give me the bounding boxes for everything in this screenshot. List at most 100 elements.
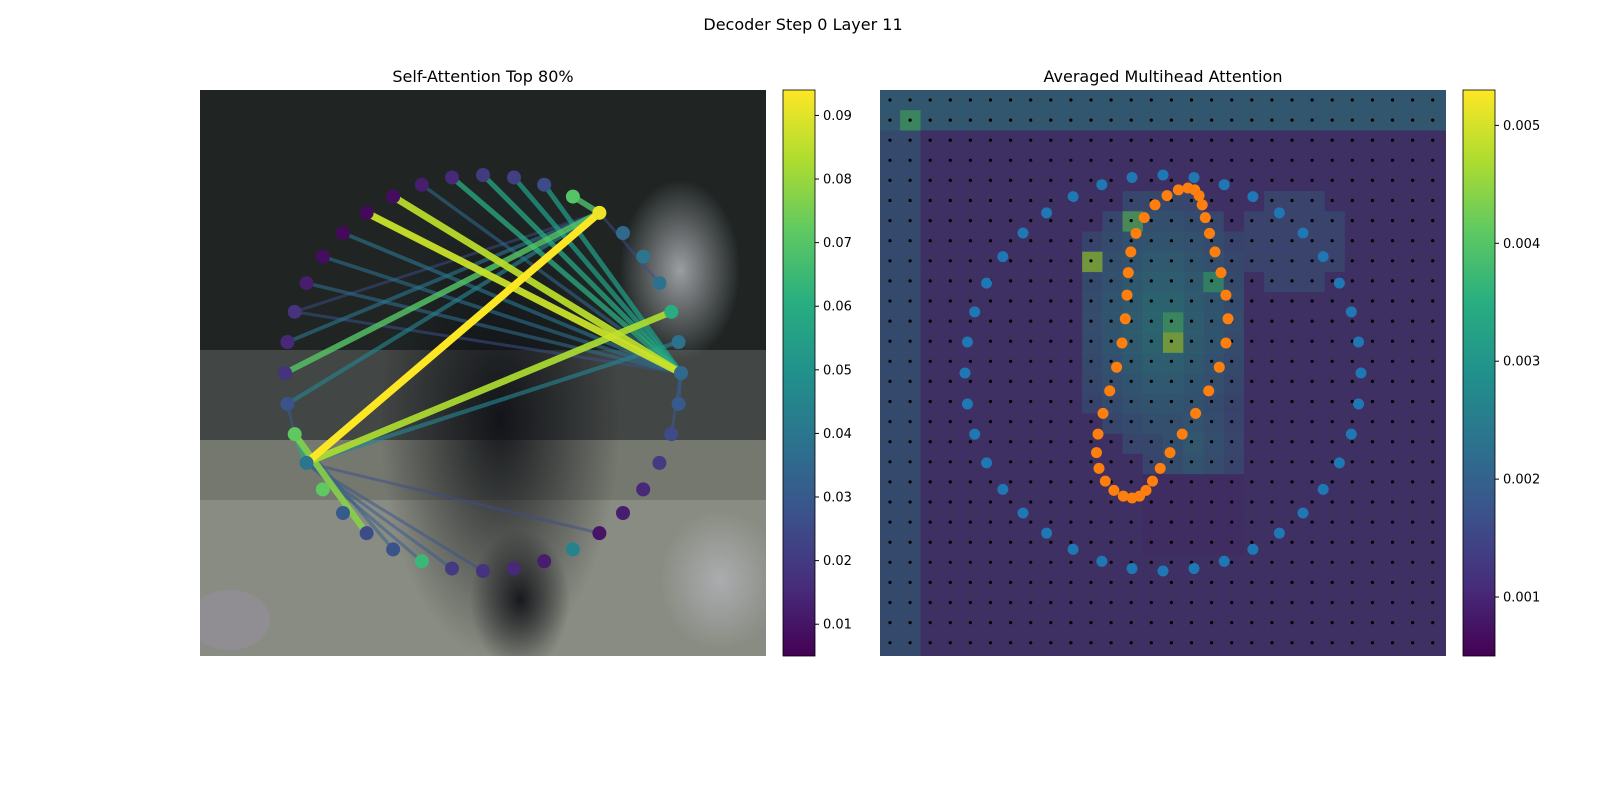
grid-dot	[1069, 661, 1072, 664]
grid-dot	[1390, 379, 1395, 383]
grid-dot	[1089, 158, 1093, 162]
grid-dot	[1290, 118, 1294, 122]
heatmap-cell	[1264, 271, 1285, 293]
pred-point	[1091, 447, 1102, 459]
ring-point	[961, 336, 973, 348]
grid-dot	[1451, 641, 1454, 644]
heatmap-cell	[1324, 575, 1346, 596]
heatmap-cell	[1284, 474, 1305, 495]
heatmap-cell	[1061, 615, 1083, 637]
grid-dot	[1149, 580, 1153, 585]
heatmap-cell	[880, 595, 901, 616]
pred-point	[1199, 212, 1211, 224]
heatmap-cell	[1061, 635, 1083, 656]
heatmap-cell	[1344, 110, 1366, 131]
left-colorbar-ticks: 0.010.020.030.040.050.060.070.080.09	[815, 109, 852, 633]
heatmap-cell	[1425, 554, 1446, 576]
heatmap-cell	[1304, 433, 1326, 455]
heatmap-cell	[880, 514, 901, 536]
heatmap-cell	[981, 494, 1002, 515]
grid-dot	[1009, 399, 1013, 404]
grid-dot	[1009, 158, 1013, 162]
grid-dot	[1330, 198, 1334, 203]
heatmap-cell	[940, 393, 962, 414]
grid-dot	[1290, 178, 1294, 182]
grid-dot	[988, 359, 993, 363]
heatmap-cell	[940, 474, 962, 495]
heatmap-cell	[1082, 251, 1103, 273]
heatmap-cell	[880, 332, 901, 354]
grid-dot	[1009, 520, 1013, 524]
grid-dot	[888, 339, 892, 343]
grid-dot	[1370, 138, 1374, 142]
heatmap-cell	[1122, 534, 1144, 556]
grid-dot	[1451, 521, 1454, 524]
grid-dot	[1431, 500, 1435, 504]
grid-dot	[948, 299, 952, 303]
heatmap-cell	[1061, 474, 1083, 495]
grid-dot	[928, 299, 932, 303]
colorbar-tick-label: 0.05	[823, 363, 852, 378]
heatmap-cell	[1324, 90, 1346, 111]
heatmap-cell	[1163, 292, 1184, 313]
ring-point	[1067, 543, 1079, 555]
grid-dot	[1350, 379, 1354, 383]
grid-dot	[1150, 661, 1153, 664]
grid-dot	[1230, 420, 1234, 424]
grid-dot	[1370, 379, 1374, 383]
grid-dot	[988, 600, 993, 605]
grid-dot	[1189, 580, 1194, 585]
pred-point	[1213, 361, 1225, 373]
grid-dot	[1350, 600, 1354, 605]
grid-dot	[1310, 420, 1314, 424]
ring-point	[1273, 527, 1285, 539]
heatmap-cell	[1304, 90, 1326, 111]
grid-dot	[1330, 440, 1334, 444]
grid-dot	[1250, 339, 1254, 343]
heatmap-cell	[1284, 130, 1305, 151]
heatmap-cell	[1385, 453, 1406, 475]
heatmap-cell	[1344, 130, 1366, 151]
grid-dot	[1330, 399, 1334, 404]
attention-node	[414, 554, 429, 569]
grid-dot	[1370, 319, 1374, 323]
grid-dot	[1089, 600, 1093, 605]
heatmap-cell	[1223, 393, 1245, 414]
grid-dot	[1049, 178, 1053, 182]
heatmap-cell	[1304, 332, 1326, 354]
heatmap-cell	[1082, 575, 1103, 596]
grid-dot	[888, 420, 892, 424]
grid-dot	[1310, 239, 1314, 243]
heatmap-cell	[880, 352, 901, 374]
heatmap-cell	[920, 494, 941, 515]
heatmap-cell	[940, 453, 962, 475]
heatmap-cell	[1324, 231, 1346, 253]
grid-dot	[1250, 178, 1254, 182]
grid-dot	[948, 198, 952, 203]
grid-dot	[1069, 259, 1073, 263]
grid-dot	[928, 440, 932, 444]
heatmap-cell	[1183, 615, 1204, 637]
attention-node	[445, 561, 460, 576]
grid-dot	[1029, 178, 1033, 182]
heatmap-cell	[1264, 554, 1285, 576]
grid-dot	[1009, 138, 1013, 142]
heatmap-cell	[1021, 352, 1043, 374]
grid-dot	[1431, 98, 1435, 102]
heatmap-cell	[920, 575, 941, 596]
grid-dot	[908, 279, 912, 283]
attention-node	[592, 205, 607, 220]
grid-dot	[949, 661, 952, 664]
heatmap-cell	[1102, 514, 1123, 536]
heatmap-cell	[1405, 332, 1427, 354]
heatmap-cell	[940, 332, 962, 354]
grid-dot	[1270, 460, 1274, 464]
grid-dot	[928, 420, 932, 424]
heatmap-cell	[1041, 271, 1063, 293]
heatmap-cell	[1102, 231, 1123, 253]
grid-dot	[1411, 319, 1415, 323]
grid-dot	[1310, 339, 1314, 343]
grid-dot	[1350, 359, 1354, 363]
grid-dot	[948, 480, 952, 484]
ring-point	[1353, 398, 1365, 410]
